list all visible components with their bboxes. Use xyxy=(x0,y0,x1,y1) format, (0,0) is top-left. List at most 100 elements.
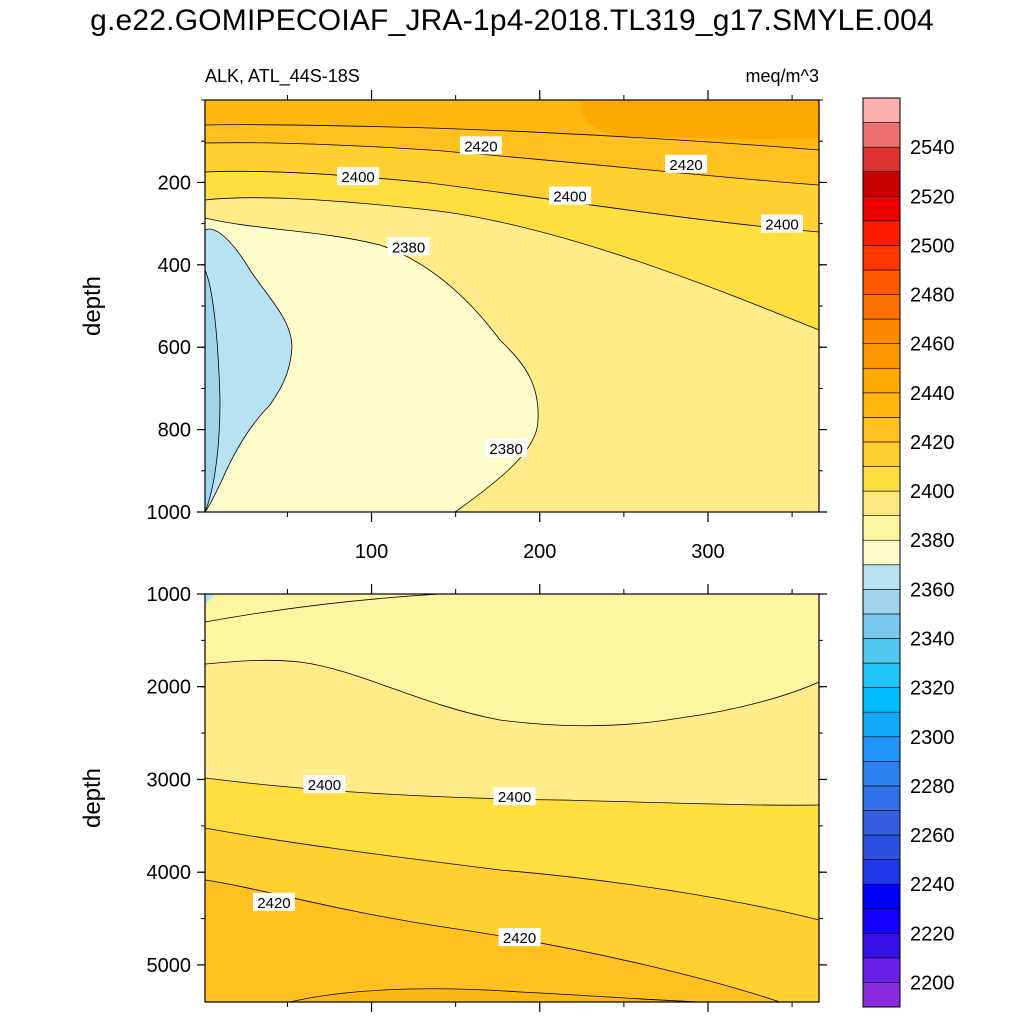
fill-2380-2390-lower xyxy=(205,594,819,726)
colorbar-tick-label: 2440 xyxy=(910,383,955,405)
colorbar-swatch xyxy=(862,515,901,541)
colorbar-swatch xyxy=(862,859,901,885)
units-label: meq/m^3 xyxy=(746,66,819,86)
contour-2360-upper xyxy=(205,269,221,512)
colorbar-swatch xyxy=(862,662,901,688)
colorbar-swatch xyxy=(862,613,901,639)
xtick-label-upper: 100 xyxy=(355,541,388,563)
colorbar-swatch xyxy=(862,195,901,222)
colorbar-frame xyxy=(862,97,901,1008)
colorbar-swatch xyxy=(862,97,901,123)
xtick-label-upper: 300 xyxy=(691,541,724,563)
colorbar-tick-label: 2360 xyxy=(910,579,955,601)
ytick-label-lower: 3000 xyxy=(147,769,192,791)
colorbar-tick-label: 2220 xyxy=(910,923,955,945)
colorbar-tick-label: 2480 xyxy=(910,285,955,307)
upper-panel-field: 2420 2420 2400 2400 2400 2380 2380 xyxy=(205,100,819,512)
colorbar-swatch xyxy=(862,367,901,394)
colorbar-swatch xyxy=(862,392,901,418)
ytick-label-upper: 1000 xyxy=(147,502,192,524)
contour-2400-lower xyxy=(205,777,819,806)
colorbar-swatch xyxy=(862,417,901,443)
fill-2410-2420-lower xyxy=(205,880,780,1002)
colorbar-swatch xyxy=(862,269,901,295)
colorbar-swatch xyxy=(862,294,901,320)
contour-label-bg xyxy=(498,928,541,947)
colorbar-swatch xyxy=(862,957,901,983)
colorbar-tick-label: 2520 xyxy=(910,186,955,208)
contour-label-text: 2400 xyxy=(498,789,531,806)
colorbar-swatch xyxy=(862,761,901,787)
contour-label-text: 2400 xyxy=(765,217,798,234)
contour-2430-lower xyxy=(289,988,701,1002)
colorbar-swatch xyxy=(862,490,901,516)
ytick-label-upper: 200 xyxy=(158,172,191,194)
colorbar-swatch xyxy=(862,883,901,910)
ytick-label-upper: 800 xyxy=(158,420,191,442)
fill-2440-2450 xyxy=(580,100,819,139)
contour-label-bg xyxy=(665,154,708,173)
ytick-label-lower: 4000 xyxy=(147,862,192,884)
lower-panel-field: 2400 2400 2420 2420 xyxy=(205,594,819,1002)
colorbar-tick-label: 2400 xyxy=(910,481,955,503)
colorbar-tick-label: 2320 xyxy=(910,678,955,700)
colorbar-swatch xyxy=(862,171,901,197)
contour-label-text: 2420 xyxy=(257,895,290,912)
colorbar-swatch xyxy=(862,908,901,934)
contour-2410-lower xyxy=(205,827,819,921)
ytick-label-lower: 5000 xyxy=(147,955,192,977)
colorbar-swatch xyxy=(862,711,901,738)
colorbar-swatch xyxy=(862,785,901,811)
contour-label-text: 2420 xyxy=(669,157,702,174)
colorbar-swatch xyxy=(862,441,901,467)
xtick-label-upper: 200 xyxy=(523,541,556,563)
contour-label-text: 2420 xyxy=(464,138,497,155)
contour-label-bg xyxy=(252,892,295,911)
ytick-label-upper: 400 xyxy=(158,255,191,277)
contour-2420-upper xyxy=(205,124,819,151)
colorbar-swatch xyxy=(862,564,901,590)
colorbar-swatch xyxy=(862,736,901,762)
colorbar-tick-label: 2380 xyxy=(910,530,955,552)
contour-2370-upper xyxy=(205,228,293,512)
colorbar-swatch xyxy=(862,245,901,271)
contour-label-2380: 2380 xyxy=(387,237,430,256)
ytick-label-upper: 600 xyxy=(158,337,191,359)
contour-2400-upper xyxy=(205,170,819,233)
colorbar-swatch xyxy=(862,589,901,615)
colorbar-tick-label: 2300 xyxy=(910,727,955,749)
variable-label: ALK, ATL_44S-18S xyxy=(205,66,360,87)
contour-label-2420: 2420 xyxy=(665,154,708,174)
contour-label-2400: 2400 xyxy=(760,214,803,234)
contour-label-2400: 2400 xyxy=(303,775,346,794)
contour-label-bg xyxy=(303,775,346,794)
contour-label-text: 2400 xyxy=(308,777,341,794)
contour-label-2420: 2420 xyxy=(252,892,295,912)
colorbar-swatch xyxy=(862,638,901,664)
contour-label-2420: 2420 xyxy=(498,928,541,947)
colorbar-tick-label: 2280 xyxy=(910,776,955,798)
contour-label-text: 2400 xyxy=(341,169,374,186)
ytick-label-lower: 2000 xyxy=(147,677,192,699)
contour-label-bg xyxy=(459,136,502,155)
ytick-label-lower: 1000 xyxy=(147,584,192,606)
colorbar-swatch xyxy=(862,834,901,860)
colorbar-swatch xyxy=(862,146,901,173)
upper-ylabel: depth xyxy=(79,276,106,336)
contour-2380-lower xyxy=(205,594,441,623)
colorbar-swatch xyxy=(862,318,901,344)
contour-label-bg xyxy=(337,167,380,186)
contour-label-text: 2420 xyxy=(503,930,536,947)
colorbar-tick-label: 2460 xyxy=(910,334,955,356)
colorbar-swatch xyxy=(862,343,901,369)
contour-label-bg xyxy=(485,439,528,458)
fill-2380-2390 xyxy=(205,218,539,512)
fill-2360-2370 xyxy=(205,270,220,512)
colorbar-tick-label: 2500 xyxy=(910,235,955,257)
fill-2420-2430-lower xyxy=(290,988,700,1002)
contour-2390-upper xyxy=(205,197,819,331)
contour-label-bg xyxy=(493,787,536,806)
colorbar-tick-label: 2340 xyxy=(910,628,955,650)
contour-label-2420: 2420 xyxy=(459,136,502,155)
